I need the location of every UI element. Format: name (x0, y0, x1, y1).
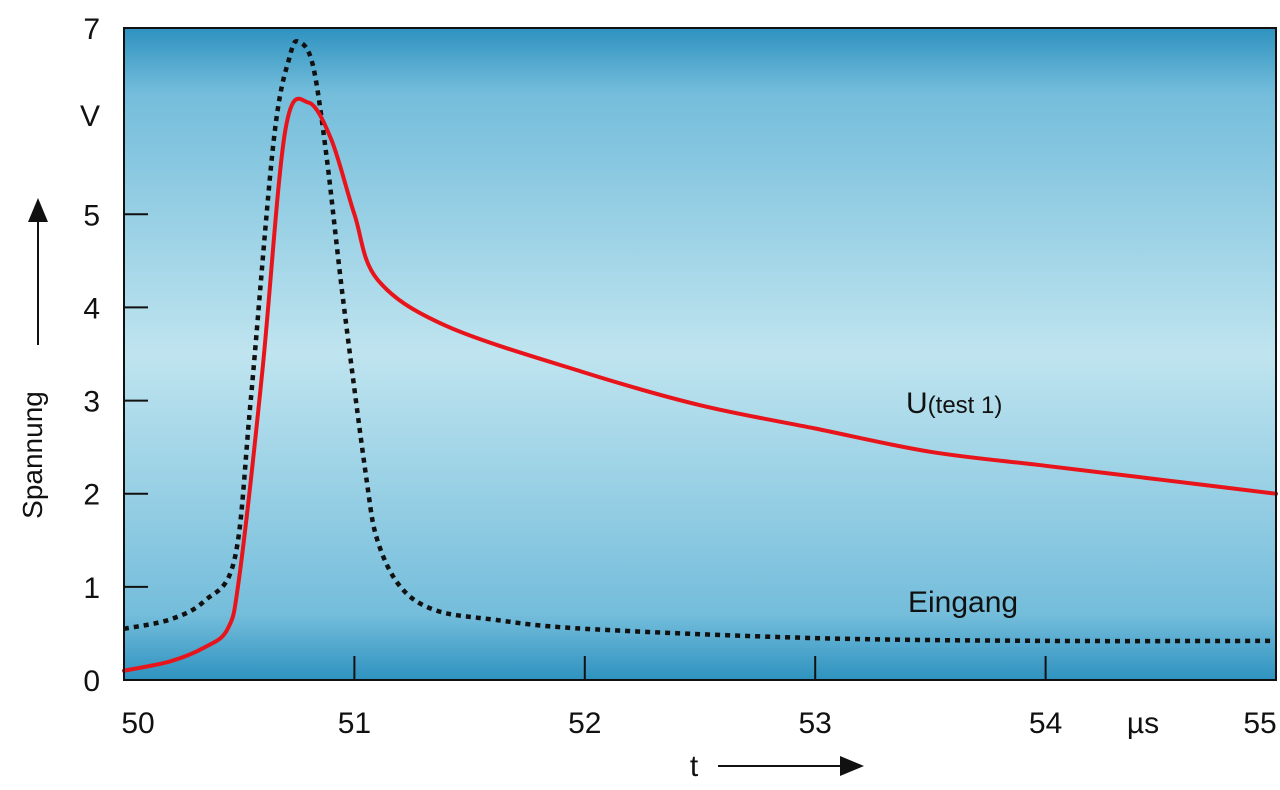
x-tick-label: 55 (1243, 707, 1276, 740)
y-tick-label: 7 (83, 13, 100, 46)
x-tick-label: 51 (338, 707, 371, 740)
x-axis-arrow-head (840, 756, 864, 776)
y-tick-label: 4 (83, 292, 100, 325)
series-label-utest1: U(test 1) (906, 387, 1002, 420)
plot-frame (123, 27, 1277, 681)
x-tick-label: 52 (568, 707, 601, 740)
y-axis-title: Spannung (17, 198, 48, 519)
y-tick-label: 2 (83, 479, 100, 512)
x-tick-group: 50 51 52 53 54 55 (121, 656, 1277, 740)
series-layer (122, 38, 1278, 673)
series-label-utest1-sub: (test 1) (928, 392, 1003, 419)
series-label-utest1-main: U (906, 387, 928, 420)
x-tick-label: 50 (121, 707, 154, 740)
x-axis-title: t (690, 750, 864, 783)
plot-area (124, 28, 1276, 680)
y-axis-arrow-head (28, 198, 48, 222)
y-tick-label: 0 (83, 665, 100, 698)
y-unit-label: V (80, 100, 100, 133)
series-line-eingang (123, 38, 1277, 644)
x-axis-label: t (690, 750, 699, 783)
series-line-utest1 (122, 96, 1278, 673)
y-tick-group: 0 1 2 3 4 5 7 (83, 13, 148, 698)
y-tick-label: 3 (83, 386, 100, 419)
series-label-eingang: Eingang (908, 586, 1018, 619)
x-tick-label: 53 (799, 707, 832, 740)
y-axis-label: Spannung (17, 391, 48, 519)
x-unit-label: µs (1127, 707, 1159, 740)
x-tick-label: 54 (1029, 707, 1062, 740)
y-tick-label: 5 (83, 199, 100, 232)
y-tick-label: 1 (83, 572, 100, 605)
